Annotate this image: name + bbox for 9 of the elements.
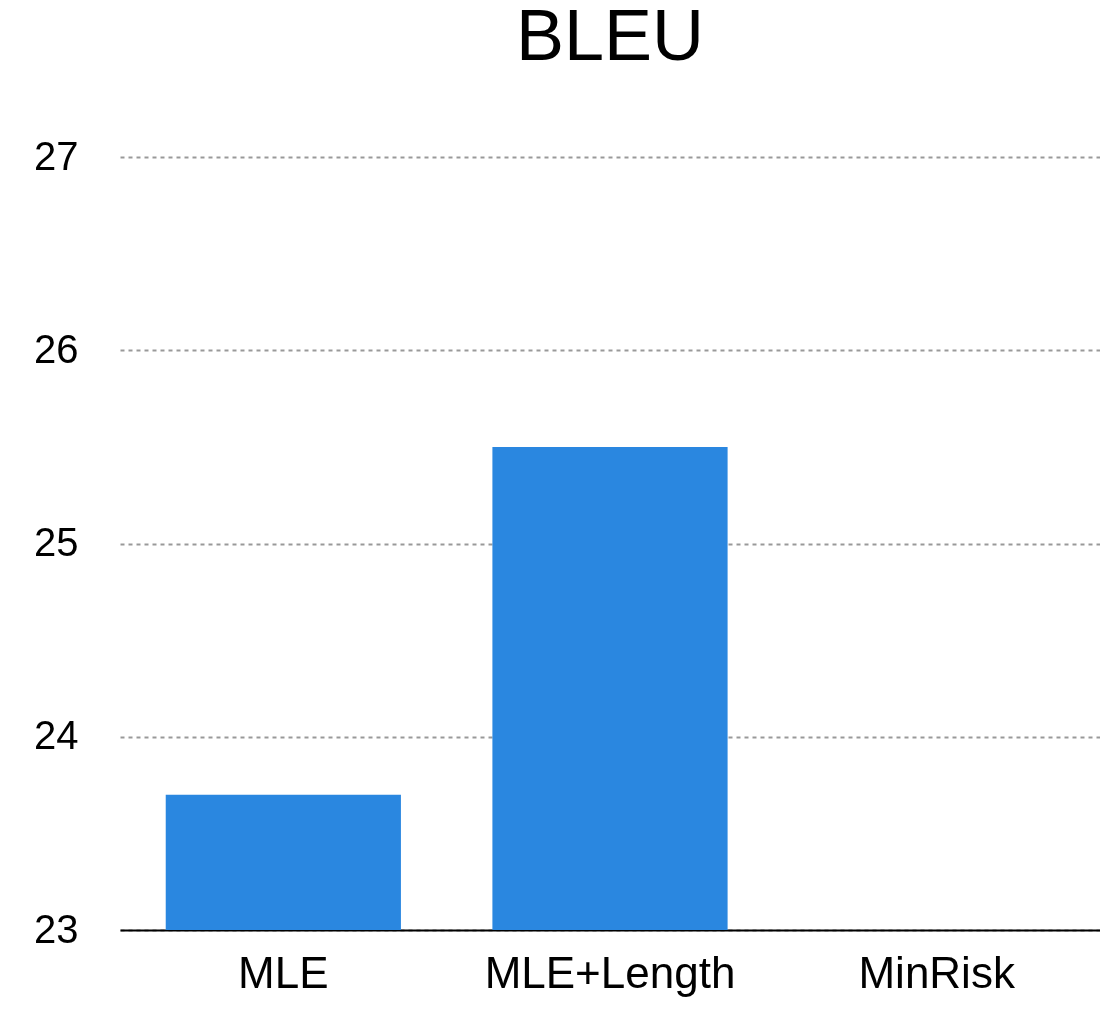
y-tick-label: 26 — [34, 326, 79, 371]
y-tick-label: 25 — [34, 520, 79, 564]
x-tick-label: MinRisk — [858, 947, 1016, 997]
chart-title: BLEU — [515, 0, 705, 75]
y-tick-label: 27 — [34, 133, 79, 178]
y-tick-label: 24 — [34, 713, 79, 758]
x-tick-label: MLE — [238, 947, 329, 997]
x-tick-label: MLE+Length — [484, 947, 736, 997]
y-tick-label: 23 — [34, 906, 79, 951]
